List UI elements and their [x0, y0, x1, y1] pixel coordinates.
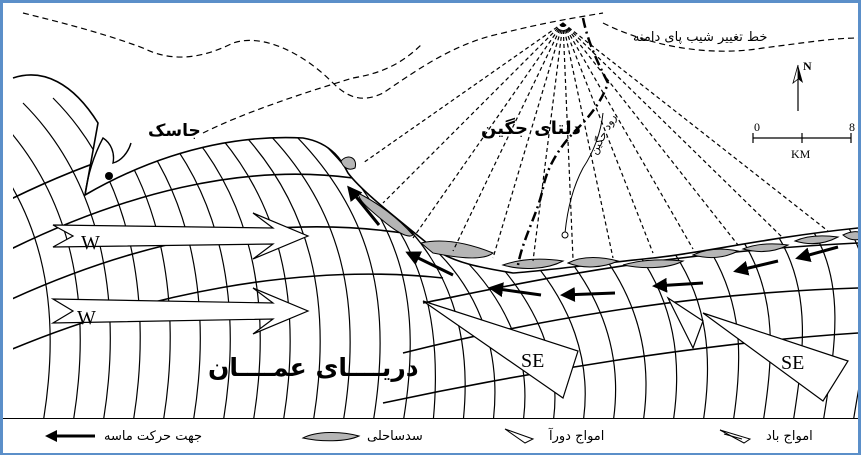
barrier-islands	[340, 156, 858, 269]
north-label: N	[803, 59, 812, 73]
se-wave-label-2: SE	[781, 352, 805, 374]
delta-rays	[362, 22, 829, 262]
wind-arrow-2	[50, 287, 310, 335]
wind-wave-icon	[719, 429, 752, 444]
swell-arrow-2	[666, 296, 704, 350]
legend-barrier-label: سدساحلی	[367, 428, 423, 444]
legend-barrier: سدساحلی	[301, 425, 423, 447]
sand-direction-arrows	[347, 185, 839, 303]
scale-unit: KM	[791, 147, 811, 161]
sea-hatching	[13, 97, 858, 418]
jask-headland	[84, 137, 132, 196]
scale-max: 8	[849, 120, 855, 134]
west-wave-label-1: W	[81, 232, 100, 254]
scale-min: 0	[754, 120, 760, 134]
jask-point	[105, 172, 113, 180]
wind-wave-arrows	[50, 212, 310, 335]
legend-sand-direction-label: جهت حرکت ماسه	[104, 428, 203, 444]
swell-arrows	[422, 296, 849, 402]
legend-wind-waves: امواج باد	[718, 425, 813, 447]
swell-icon	[504, 428, 535, 444]
jask-label: جاسک	[148, 121, 201, 141]
slope-line	[22, 12, 858, 134]
swell-arrow-1	[422, 300, 579, 399]
barrier-icon	[301, 432, 361, 442]
legend-wind-waves-label: امواج باد	[766, 428, 813, 444]
wind-arrow-1	[52, 212, 310, 260]
map-legend: جهت حرکت ماسه سدساحلی امواج دورآ امواج ب…	[3, 418, 858, 453]
map-canvas	[12, 12, 858, 418]
legend-swell-label: امواج دورآ	[549, 428, 605, 444]
delta-label: دلتای جگین	[481, 118, 581, 139]
slope-line-label: خط تغییر شیب پای دامنه	[633, 30, 768, 45]
se-wave-label-1: SE	[521, 350, 545, 372]
west-wave-label-2: W	[77, 307, 96, 329]
legend-sand-direction: جهت حرکت ماسه	[43, 425, 202, 447]
river	[564, 112, 604, 234]
sand-arrow-icon	[45, 430, 95, 442]
scale-bar	[752, 133, 852, 143]
delta-boundary	[516, 17, 610, 266]
north-arrow-icon	[792, 64, 803, 111]
legend-swell: امواج دورآ	[503, 425, 604, 447]
swell-arrow-3	[702, 312, 849, 402]
sea-label: دریــــای عمــــان	[208, 353, 419, 382]
